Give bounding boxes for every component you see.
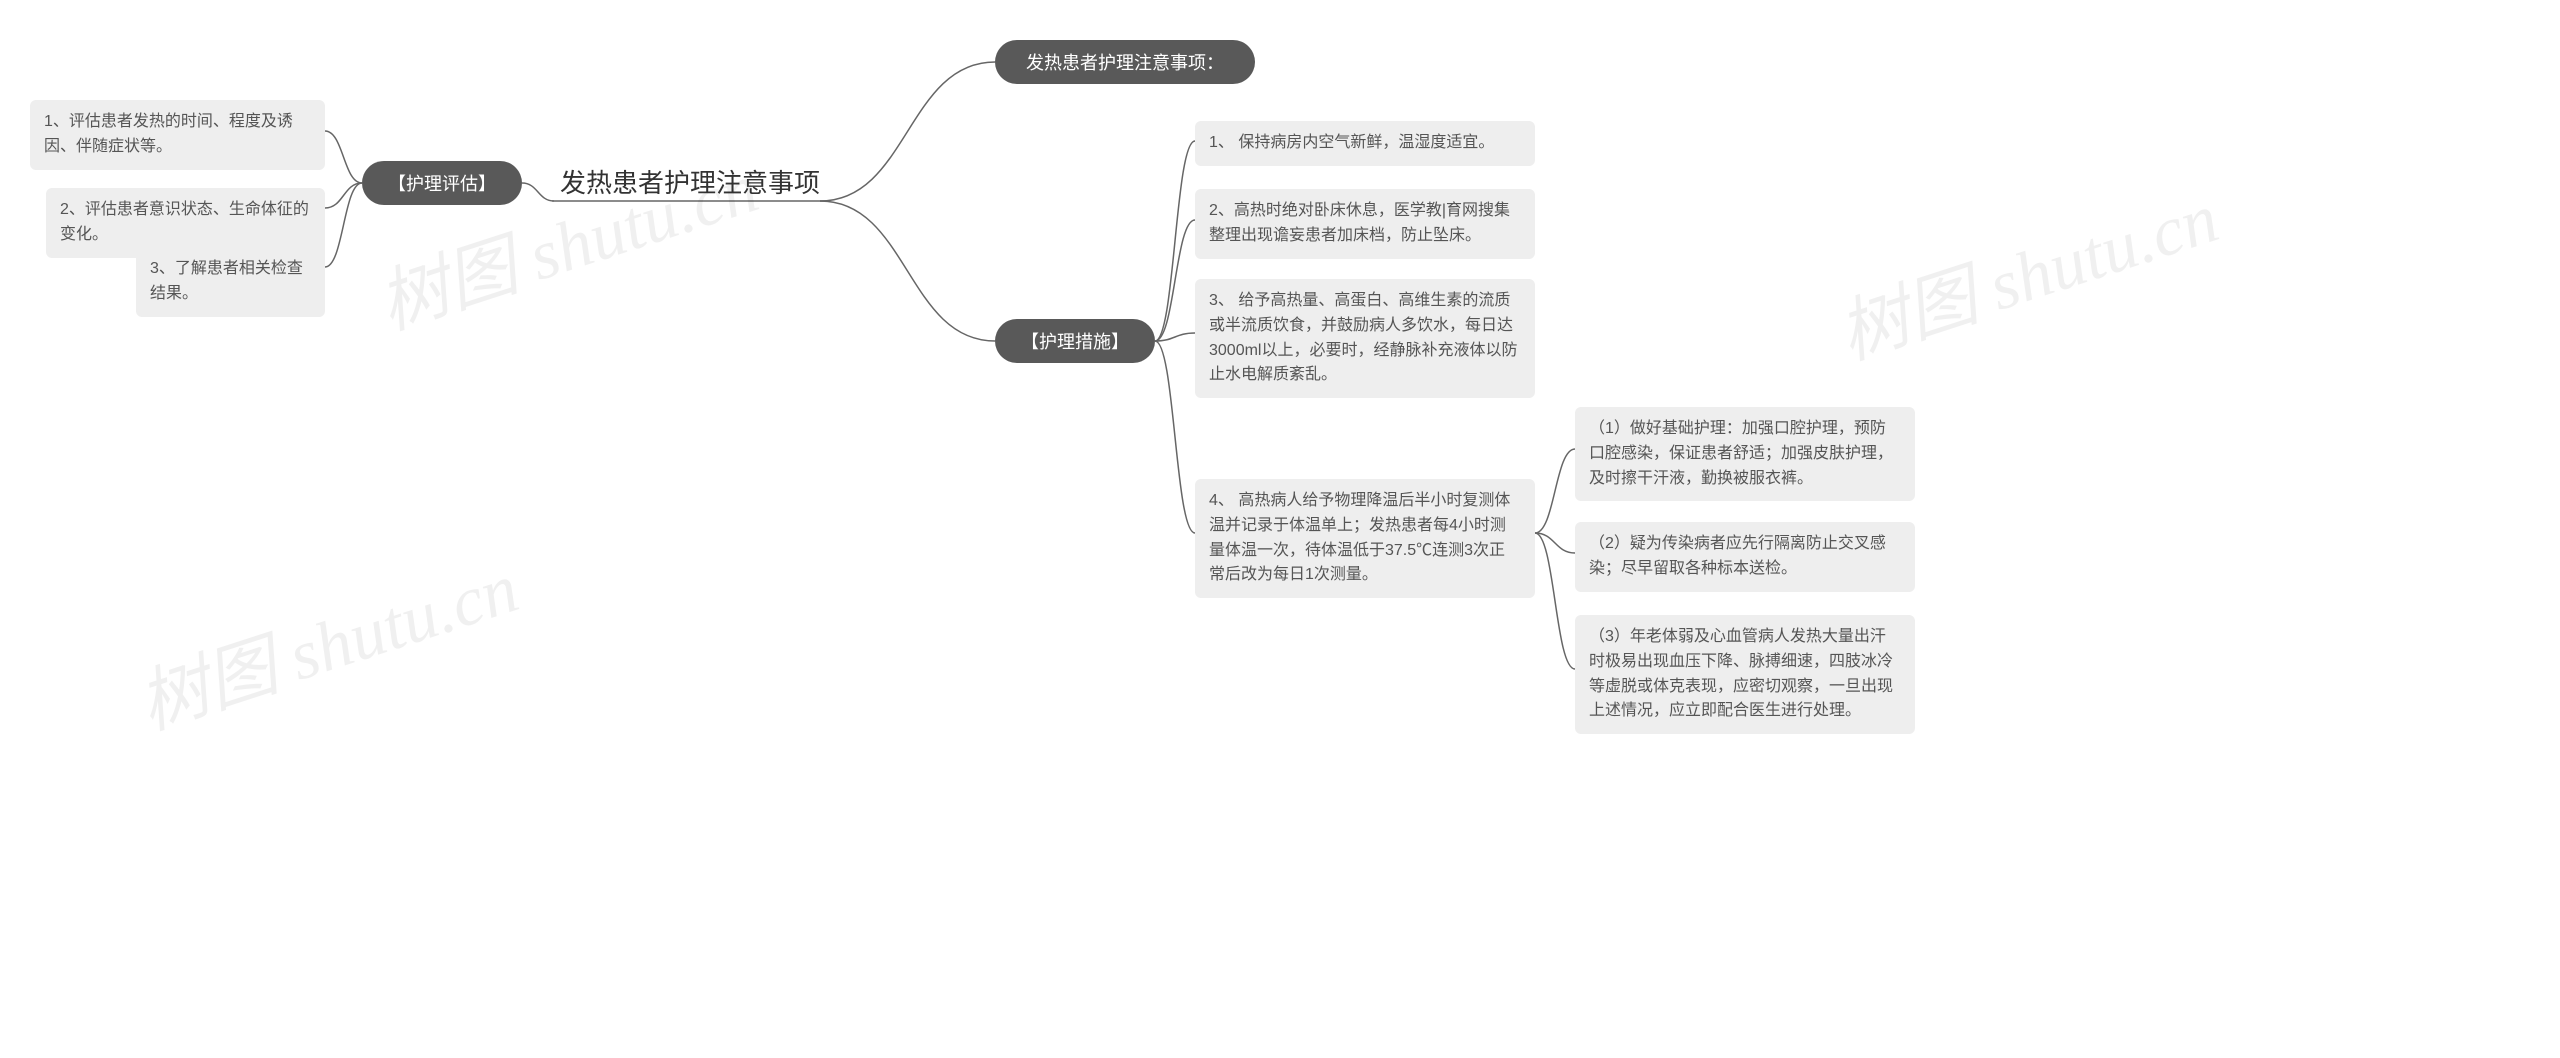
care-measures: 【护理措施】 bbox=[995, 319, 1155, 363]
m4: 4、 高热病人给予物理降温后半小时复测体温并记录于体温单上；发热患者每4小时测量… bbox=[1195, 479, 1535, 598]
m4c: （3）年老体弱及心血管病人发热大量出汗时极易出现血压下降、脉搏细速，四肢冰冷等虚… bbox=[1575, 615, 1915, 734]
root-text: 发热患者护理注意事项 bbox=[560, 168, 820, 198]
m2: 2、高热时绝对卧床休息，医学教|育网搜集整理出现谵妄患者加床档，防止坠床。 bbox=[1195, 189, 1535, 259]
m4a: （1）做好基础护理：加强口腔护理，预防口腔感染，保证患者舒适；加强皮肤护理，及时… bbox=[1575, 407, 1915, 501]
m4b: （2）疑为传染病者应先行隔离防止交叉感染；尽早留取各种标本送检。 bbox=[1575, 522, 1915, 592]
m1: 1、 保持病房内空气新鲜，温湿度适宜。 bbox=[1195, 121, 1535, 166]
root-node: 发热患者护理注意事项 bbox=[560, 163, 860, 200]
a3: 3、了解患者相关检查结果。 bbox=[136, 247, 325, 317]
notes-title: 发热患者护理注意事项： bbox=[995, 40, 1255, 84]
watermark: 树图 shutu.cn bbox=[1824, 162, 2229, 379]
a1: 1、评估患者发热的时间、程度及诱因、伴随症状等。 bbox=[30, 100, 325, 170]
m3: 3、 给予高热量、高蛋白、高维生素的流质或半流质饮食，并鼓励病人多饮水，每日达3… bbox=[1195, 279, 1535, 398]
care-assessment: 【护理评估】 bbox=[362, 161, 522, 205]
watermark: 树图 shutu.cn bbox=[124, 532, 529, 749]
